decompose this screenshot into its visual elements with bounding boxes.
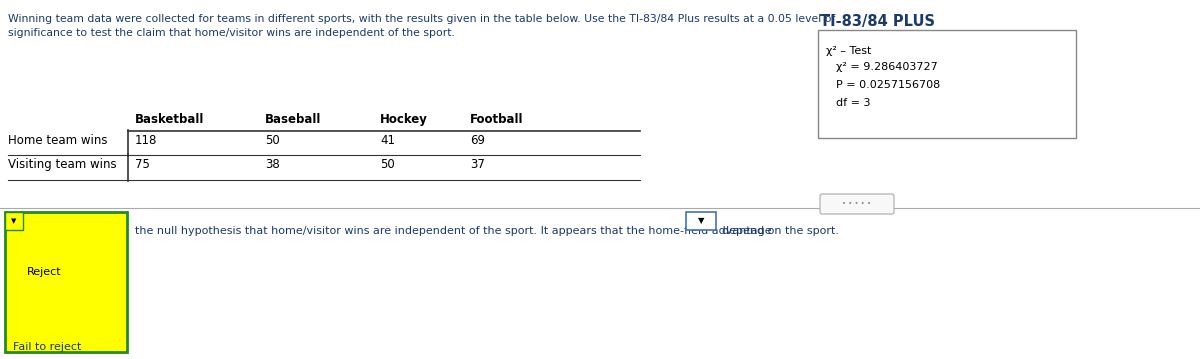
Text: Basketball: Basketball [134, 113, 204, 126]
Text: the null hypothesis that home/visitor wins are independent of the sport. It appe: the null hypothesis that home/visitor wi… [134, 226, 772, 236]
Text: Reject: Reject [28, 267, 61, 277]
Text: 118: 118 [134, 134, 157, 147]
Text: ▼: ▼ [11, 218, 17, 224]
Bar [686, 212, 716, 230]
Text: P = 0.0257156708: P = 0.0257156708 [836, 80, 941, 90]
Bar [5, 212, 127, 352]
Text: 75: 75 [134, 158, 150, 171]
Text: • • • • •: • • • • • [842, 201, 871, 207]
Text: df = 3: df = 3 [836, 98, 870, 108]
Text: ▼: ▼ [697, 216, 704, 225]
Text: Football: Football [470, 113, 523, 126]
Text: 69: 69 [470, 134, 485, 147]
Text: Winning team data were collected for teams in different sports, with the results: Winning team data were collected for tea… [8, 14, 835, 24]
FancyBboxPatch shape [820, 194, 894, 214]
Text: depend on the sport.: depend on the sport. [722, 226, 839, 236]
Text: Baseball: Baseball [265, 113, 322, 126]
Bar [818, 30, 1076, 138]
Text: 37: 37 [470, 158, 485, 171]
Bar [5, 212, 23, 230]
Text: Hockey: Hockey [380, 113, 428, 126]
Text: significance to test the claim that home/visitor wins are independent of the spo: significance to test the claim that home… [8, 28, 455, 38]
Text: 50: 50 [380, 158, 395, 171]
Text: 38: 38 [265, 158, 280, 171]
Text: χ² – Test: χ² – Test [826, 46, 871, 56]
Text: χ² = 9.286403727: χ² = 9.286403727 [836, 62, 937, 72]
Text: 41: 41 [380, 134, 395, 147]
Text: Home team wins: Home team wins [8, 134, 108, 147]
Text: Visiting team wins: Visiting team wins [8, 158, 116, 171]
Text: 50: 50 [265, 134, 280, 147]
Text: Fail to reject: Fail to reject [13, 342, 82, 352]
Text: TI-83/84 PLUS: TI-83/84 PLUS [820, 14, 935, 29]
